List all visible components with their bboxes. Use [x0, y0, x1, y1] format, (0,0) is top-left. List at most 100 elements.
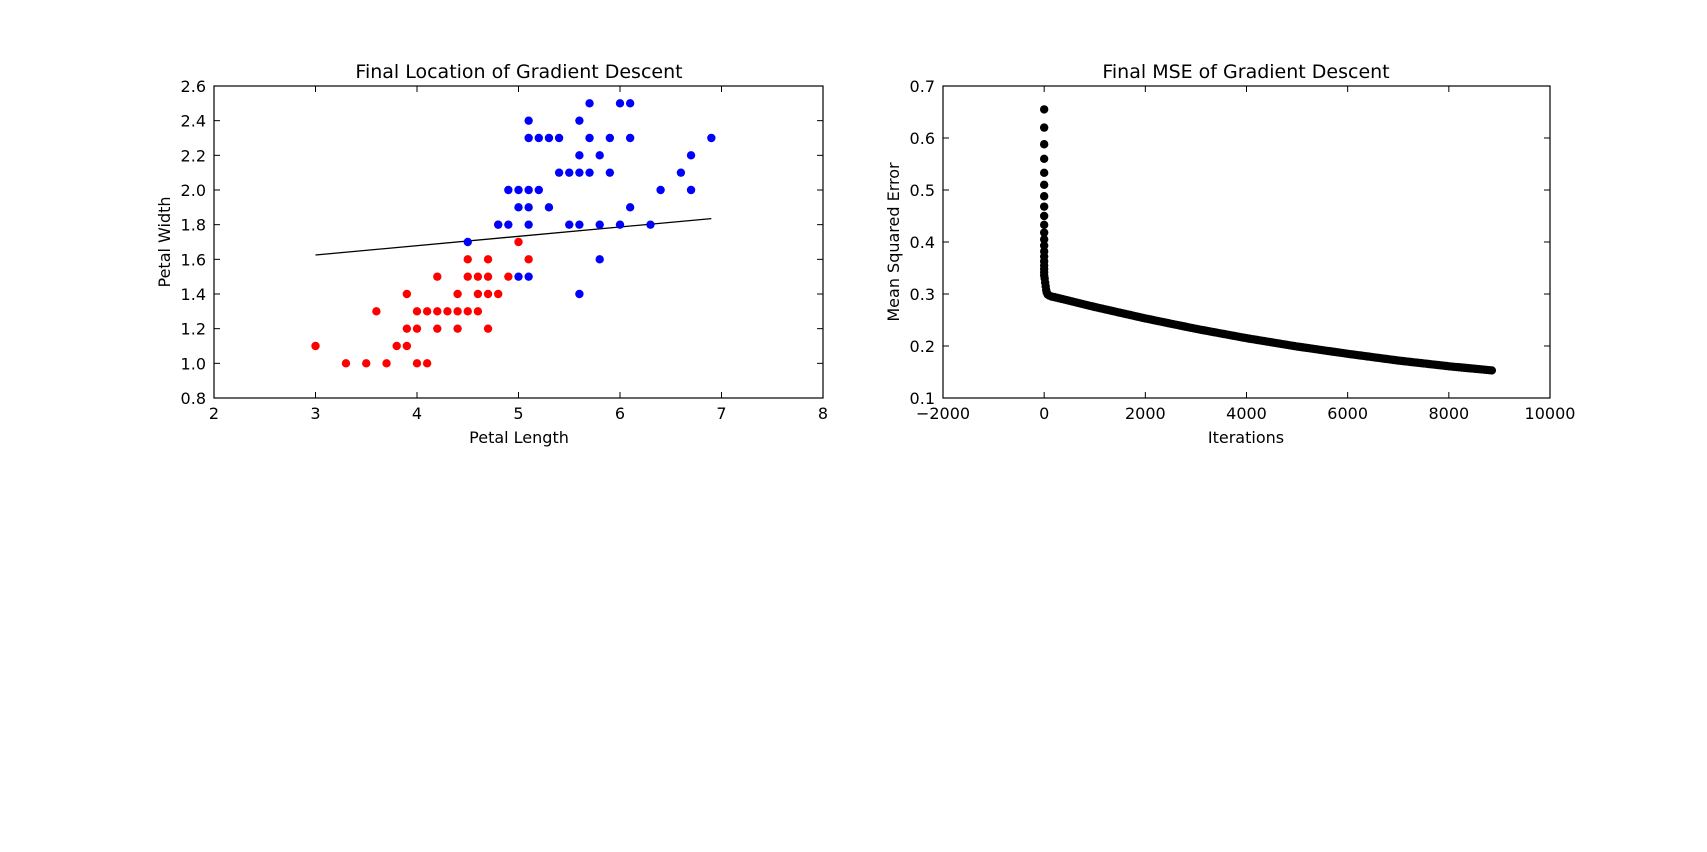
- x-tick-label: 8: [818, 404, 828, 423]
- data-point: [575, 220, 584, 229]
- data-point: [534, 185, 543, 195]
- x-tick-label: 2: [209, 404, 219, 423]
- data-point: [422, 359, 432, 368]
- data-point: [1039, 228, 1049, 237]
- data-point: [524, 116, 533, 125]
- tick-layer: 2 3 4 5 6 7 8 0.8 1.0 1.2 1.4 1.6 1.8 2.0 2.2 2.4 2.6: [181, 77, 829, 423]
- plot-frame: [942, 85, 1551, 399]
- x-tick-label: 10000: [1525, 404, 1576, 423]
- chart-title: Final MSE of Gradient Descent: [1102, 61, 1389, 83]
- data-point: [473, 307, 483, 316]
- y-tick-label: 1.4: [181, 285, 206, 304]
- y-tick-label: 1.0: [181, 354, 206, 373]
- y-tick-label: 0.4: [910, 233, 935, 252]
- data-point: [656, 185, 665, 195]
- data-point: [565, 220, 574, 229]
- data-point: [554, 168, 564, 177]
- data-point: [605, 168, 615, 177]
- y-tick-label: 1.8: [181, 216, 206, 235]
- data-point: [625, 203, 635, 212]
- data-point: [615, 220, 625, 229]
- data-point: [402, 324, 412, 333]
- y-tick-label: 0.6: [910, 129, 935, 148]
- data-point: [433, 307, 442, 316]
- y-axis-label: Mean Squared Error: [884, 162, 903, 322]
- data-point: [686, 151, 696, 160]
- data-point: [1039, 235, 1049, 244]
- x-tick-label: 3: [310, 404, 320, 423]
- data-point: [463, 255, 472, 264]
- x-tick-label: 0: [1039, 404, 1049, 423]
- x-tick-label: 6: [615, 404, 625, 423]
- data-point: [585, 168, 594, 177]
- data-point: [524, 255, 533, 264]
- x-tick-label: 6000: [1327, 404, 1368, 423]
- data-point: [392, 341, 401, 351]
- data-point: [595, 220, 604, 229]
- data-point: [412, 359, 422, 368]
- data-point: [412, 324, 422, 333]
- data-point: [585, 99, 594, 108]
- data-point: [1039, 105, 1049, 114]
- data-point: [544, 133, 554, 143]
- x-tick-label: 4000: [1226, 404, 1267, 423]
- data-point: [504, 185, 513, 195]
- data-point: [1039, 168, 1049, 178]
- data-point: [483, 272, 493, 281]
- data-point: [1039, 192, 1049, 201]
- data-point: [524, 272, 533, 281]
- y-tick-label: 0.3: [910, 285, 935, 304]
- data-point: [595, 255, 604, 264]
- data-point: [473, 272, 483, 281]
- data-point: [575, 289, 584, 299]
- data-point: [483, 255, 493, 264]
- y-tick-label: 0.5: [910, 181, 935, 200]
- data-point: [575, 151, 584, 160]
- x-tick-label: 5: [513, 404, 523, 423]
- mark-layer: [1039, 105, 1497, 375]
- y-axis-label: Petal Width: [155, 196, 174, 287]
- mse-scatter-panel: Final MSE of Gradient Descent Iterations…: [884, 61, 1575, 447]
- y-tick-label: 0.2: [910, 337, 935, 356]
- data-point: [1039, 123, 1049, 132]
- data-point: [372, 307, 381, 316]
- y-tick-label: 0.7: [910, 77, 935, 96]
- data-point: [1039, 202, 1049, 211]
- data-point: [494, 289, 503, 299]
- data-point: [433, 272, 442, 281]
- chart-title: Final Location of Gradient Descent: [355, 61, 682, 83]
- data-point: [483, 324, 493, 333]
- data-point: [554, 133, 564, 143]
- data-point: [382, 359, 391, 368]
- data-point: [615, 99, 625, 108]
- data-point: [646, 220, 655, 229]
- data-point: [514, 237, 523, 247]
- data-point: [494, 220, 503, 229]
- data-point: [524, 203, 533, 212]
- data-point: [565, 168, 574, 177]
- data-point: [585, 133, 594, 143]
- data-point: [625, 99, 635, 108]
- data-point: [311, 341, 320, 351]
- y-tick-label: 0.1: [910, 389, 935, 408]
- data-point: [1039, 220, 1049, 230]
- data-point: [514, 185, 523, 195]
- plot-frame: [213, 85, 824, 399]
- data-point: [514, 272, 523, 281]
- data-point: [463, 272, 472, 281]
- fit-line: [315, 217, 712, 256]
- data-point: [463, 307, 472, 316]
- x-tick-label: 2000: [1125, 404, 1166, 423]
- data-point: [514, 203, 523, 212]
- x-axis-label: Iterations: [1208, 428, 1284, 447]
- data-point: [1039, 140, 1049, 149]
- data-point: [605, 133, 615, 143]
- x-axis-label: Petal Length: [469, 428, 569, 447]
- data-point: [422, 307, 432, 316]
- data-point: [707, 133, 716, 143]
- data-point: [463, 237, 472, 247]
- y-tick-label: 2.0: [181, 181, 206, 200]
- data-point: [575, 168, 584, 177]
- data-point: [1039, 154, 1049, 163]
- data-point: [524, 133, 533, 143]
